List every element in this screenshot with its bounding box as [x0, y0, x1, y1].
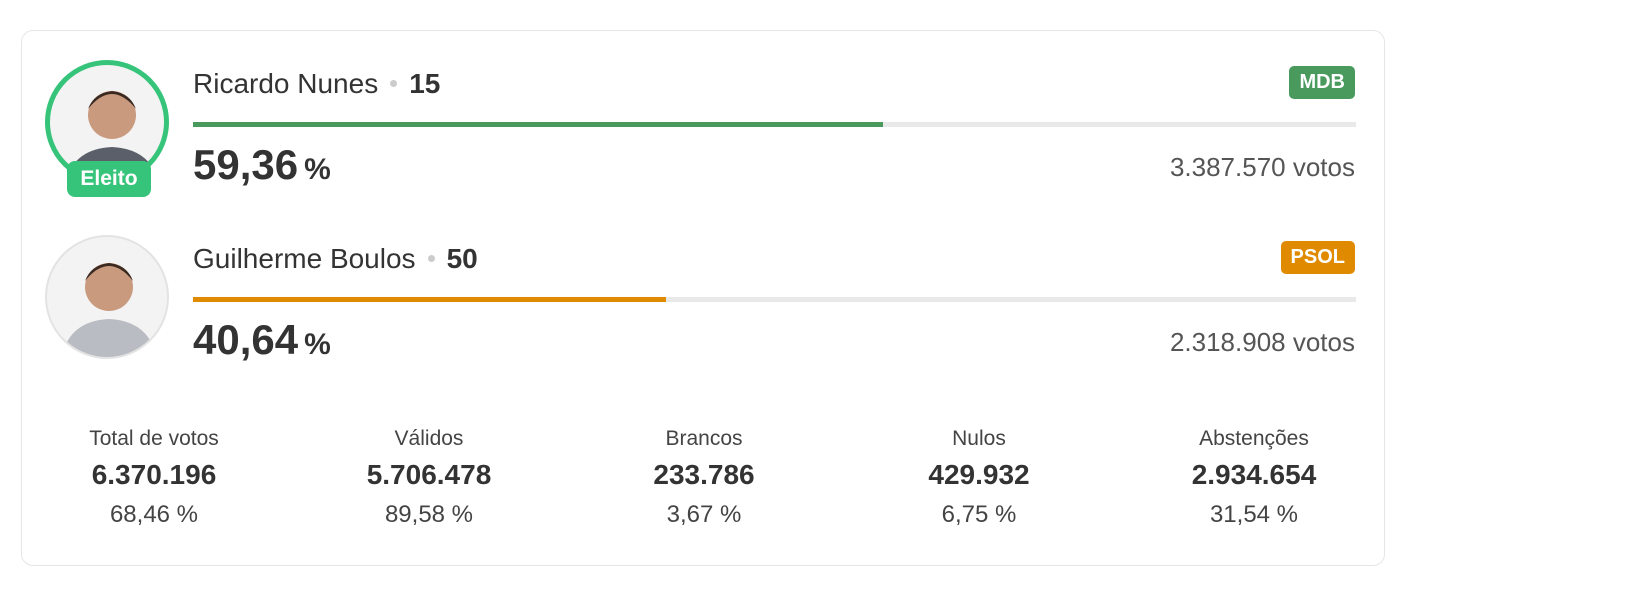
elected-badge: Eleito: [67, 161, 151, 197]
stat-column: Válidos 5.706.478 89,58 %: [299, 427, 559, 529]
stat-label: Nulos: [952, 427, 1006, 450]
progress-bar: [193, 122, 884, 127]
candidate-name: Guilherme Boulos: [193, 243, 416, 274]
candidate-number: 15: [409, 68, 441, 99]
stat-label: Válidos: [394, 427, 464, 450]
stat-column: Abstenções 2.934.654 31,54 %: [1124, 427, 1384, 529]
candidate-photo: [45, 235, 169, 359]
stat-column: Nulos 429.932 6,75 %: [849, 427, 1109, 529]
candidate-number: 50: [446, 243, 478, 274]
stat-percent: 31,54 %: [1209, 501, 1299, 528]
percent-unit: %: [304, 328, 331, 361]
separator-dot: [427, 254, 435, 262]
stat-label: Abstenções: [1199, 427, 1309, 450]
vote-percent: 40,64%: [193, 316, 331, 364]
stat-value: 2.934.654: [1191, 459, 1317, 490]
stat-column: Total de votos 6.370.196 68,46 %: [24, 427, 284, 529]
stat-value: 6.370.196: [91, 459, 217, 490]
stat-value: 5.706.478: [366, 459, 492, 490]
stat-column: Brancos 233.786 3,67 %: [574, 427, 834, 529]
stat-percent: 6,75 %: [941, 501, 1017, 528]
stat-value: 233.786: [653, 459, 755, 490]
progress-track: [193, 297, 1356, 302]
progress-bar: [193, 297, 666, 302]
stat-value: 429.932: [928, 459, 1030, 490]
card: Eleito Ricardo Nunes 15 MDB 59,36% 3.387.570 …: [21, 30, 1385, 566]
party-badge: MDB: [1289, 66, 1355, 99]
stat-percent: 68,46 %: [109, 501, 199, 528]
vote-count: 3.387.570 votos: [1169, 152, 1355, 182]
vote-count: 2.318.908 votos: [1169, 327, 1355, 357]
stat-percent: 89,58 %: [384, 501, 474, 528]
party-badge: PSOL: [1280, 241, 1355, 274]
percent-value: 40,64: [193, 316, 299, 363]
stat-label: Brancos: [665, 427, 743, 450]
separator-dot: [390, 79, 398, 87]
stat-percent: 3,67 %: [666, 501, 742, 528]
vote-percent: 59,36%: [193, 141, 331, 189]
stat-label: Total de votos: [89, 427, 219, 450]
percent-value: 59,36: [193, 141, 299, 188]
candidate-name: Ricardo Nunes: [193, 68, 379, 99]
progress-track: [193, 122, 1356, 127]
candidate-name-line: Ricardo Nunes 15: [193, 68, 440, 100]
candidate-name-line: Guilherme Boulos 50: [193, 243, 478, 275]
percent-unit: %: [304, 153, 331, 186]
